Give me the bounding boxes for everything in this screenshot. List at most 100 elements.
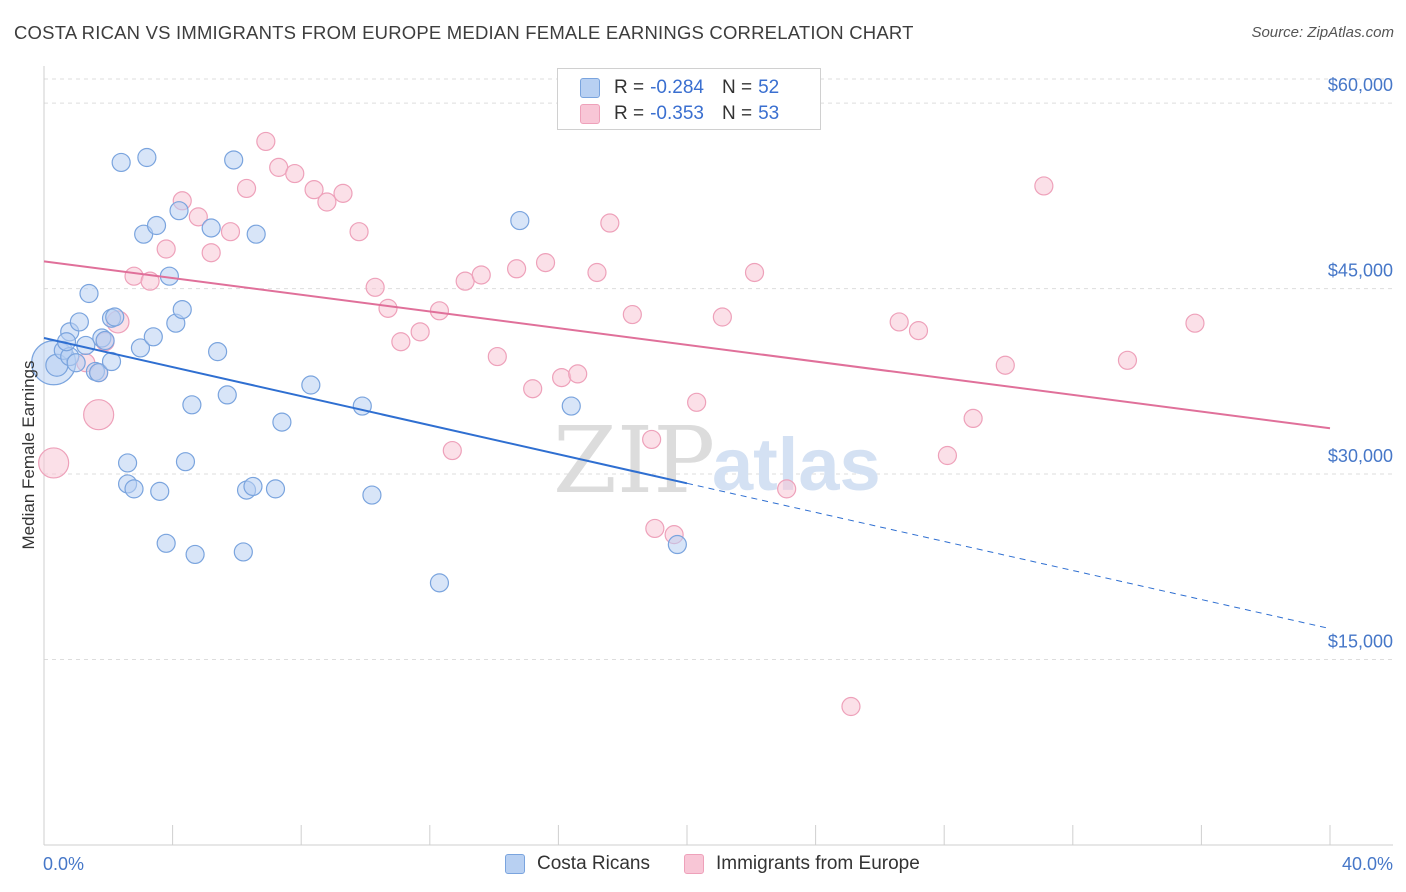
data-point bbox=[89, 363, 109, 383]
trend-line-costa-ricans bbox=[43, 337, 688, 485]
data-point bbox=[269, 157, 289, 177]
gridlines bbox=[44, 78, 1393, 661]
y-tick-label: $30,000 bbox=[1328, 446, 1393, 466]
data-point bbox=[130, 338, 151, 358]
legend-swatch-blue bbox=[580, 78, 600, 98]
legend-n-value: 52 bbox=[758, 77, 780, 98]
data-point bbox=[841, 696, 861, 717]
data-point bbox=[105, 307, 125, 327]
chart-title: COSTA RICAN VS IMMIGRANTS FROM EUROPE ME… bbox=[14, 22, 914, 43]
bottom-legend-immigrants: Immigrants from Europe bbox=[684, 852, 920, 876]
trend-lines bbox=[43, 260, 1331, 630]
data-point bbox=[69, 312, 89, 332]
y-tick-label: $15,000 bbox=[1328, 632, 1393, 652]
data-point bbox=[889, 312, 909, 332]
watermark-atlas: atlas bbox=[712, 423, 881, 506]
data-point bbox=[349, 222, 369, 242]
y-tick-label: $60,000 bbox=[1328, 75, 1393, 95]
legend-r-label: R = bbox=[614, 103, 645, 124]
data-point bbox=[487, 346, 507, 367]
data-point bbox=[188, 207, 208, 227]
x-tick-label-max: 40.0% bbox=[1342, 854, 1393, 874]
data-point bbox=[243, 476, 263, 497]
data-point bbox=[224, 150, 244, 170]
data-point bbox=[182, 395, 202, 415]
data-point bbox=[712, 307, 732, 327]
data-point bbox=[455, 271, 475, 291]
data-point bbox=[66, 353, 86, 373]
legend-swatch-pink bbox=[580, 104, 600, 124]
legend-row-immigrants: R = -0.353 N = 53 bbox=[580, 102, 779, 126]
data-point bbox=[600, 213, 620, 233]
data-point bbox=[233, 542, 253, 562]
data-point bbox=[201, 218, 221, 238]
data-point bbox=[642, 429, 662, 450]
bottom-legend-costa-ricans: Costa Ricans bbox=[505, 852, 650, 876]
data-point bbox=[111, 152, 131, 173]
data-point bbox=[156, 239, 176, 259]
data-point bbox=[552, 368, 572, 388]
bottom-legend-swatch-blue bbox=[505, 854, 525, 874]
data-point bbox=[410, 322, 430, 342]
data-point bbox=[143, 327, 163, 347]
data-point bbox=[429, 573, 450, 593]
data-point bbox=[333, 183, 353, 203]
data-point bbox=[908, 321, 929, 341]
data-point bbox=[317, 192, 337, 212]
data-point bbox=[365, 277, 385, 297]
y-axis-label: Median Female Earnings bbox=[19, 361, 38, 550]
legend-n-label: N = bbox=[721, 77, 753, 98]
data-point bbox=[510, 210, 530, 231]
data-point bbox=[937, 445, 958, 466]
source-credit: Source: ZipAtlas.com bbox=[1251, 24, 1394, 41]
data-point bbox=[1117, 350, 1138, 370]
data-point bbox=[265, 479, 286, 499]
data-point bbox=[667, 534, 687, 555]
data-point bbox=[172, 299, 192, 320]
bottom-legend-label: Immigrants from Europe bbox=[716, 853, 920, 874]
data-point bbox=[1034, 176, 1054, 196]
data-point bbox=[246, 224, 266, 244]
data-point bbox=[301, 375, 321, 395]
watermark: ZIP atlas bbox=[553, 407, 881, 514]
data-point bbox=[201, 243, 221, 263]
data-point bbox=[175, 452, 196, 472]
data-point bbox=[963, 408, 983, 429]
data-point bbox=[304, 180, 324, 200]
legend-r-label: R = bbox=[614, 77, 645, 98]
correlation-legend: R = -0.284 N = 52 R = -0.353 N = 53 bbox=[557, 68, 821, 130]
data-point bbox=[622, 304, 642, 325]
legend-n-value: 53 bbox=[758, 103, 780, 124]
data-point bbox=[146, 215, 167, 236]
legend-n-label: N = bbox=[721, 103, 753, 124]
bottom-legend-label: Costa Ricans bbox=[537, 853, 650, 874]
y-tick-label: $45,000 bbox=[1328, 261, 1393, 281]
data-point bbox=[471, 265, 491, 285]
series-costa-ricans bbox=[31, 147, 687, 593]
data-point bbox=[587, 262, 607, 283]
bottom-legend-swatch-pink bbox=[684, 854, 704, 874]
data-point bbox=[169, 201, 189, 221]
data-point bbox=[378, 298, 398, 318]
data-point bbox=[995, 355, 1015, 375]
trend-line-immigrants-from-europe bbox=[43, 260, 1331, 430]
data-point bbox=[185, 544, 205, 565]
data-point bbox=[124, 266, 144, 286]
data-point bbox=[156, 533, 176, 553]
data-point bbox=[391, 332, 411, 352]
data-point bbox=[124, 479, 144, 499]
data-point bbox=[117, 453, 138, 473]
x-tick-label-min: 0.0% bbox=[43, 854, 84, 874]
legend-r-value: -0.284 bbox=[650, 77, 704, 98]
watermark-zip: ZIP bbox=[553, 407, 715, 514]
data-point bbox=[535, 253, 556, 273]
data-point bbox=[256, 131, 276, 152]
legend-r-value: -0.353 bbox=[650, 103, 704, 124]
data-point bbox=[523, 379, 543, 399]
data-point bbox=[217, 385, 237, 405]
data-point bbox=[272, 412, 292, 432]
data-point bbox=[507, 259, 527, 279]
data-point bbox=[687, 392, 707, 412]
data-point bbox=[1185, 313, 1205, 333]
